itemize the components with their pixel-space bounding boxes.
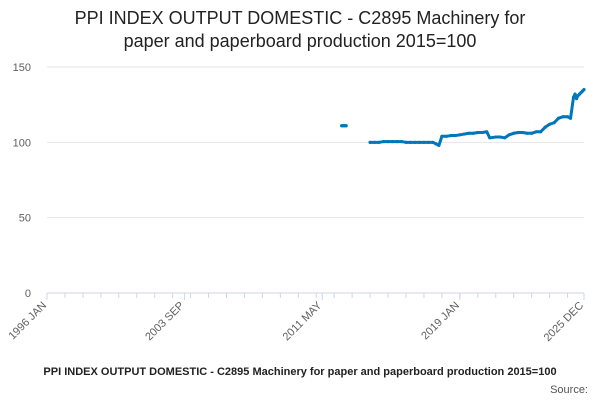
data-point[interactable] (458, 133, 462, 137)
x-tick-label: 2019 JAN (419, 300, 462, 343)
data-point[interactable] (503, 136, 507, 140)
data-point[interactable] (462, 132, 466, 136)
data-point[interactable] (507, 133, 511, 137)
data-point[interactable] (494, 135, 498, 139)
data-point[interactable] (530, 131, 534, 135)
data-point[interactable] (582, 88, 586, 92)
chart-title-line-1: PPI INDEX OUTPUT DOMESTIC - C2895 Machin… (75, 8, 526, 28)
data-point[interactable] (377, 140, 381, 144)
data-point[interactable] (437, 143, 441, 147)
data-point[interactable] (571, 95, 576, 99)
data-point[interactable] (399, 139, 404, 144)
data-point[interactable] (368, 140, 372, 144)
data-point[interactable] (431, 140, 435, 144)
data-point[interactable] (453, 133, 457, 138)
data-point[interactable] (440, 134, 444, 138)
data-point[interactable] (471, 131, 475, 135)
series-line[interactable] (368, 88, 586, 147)
data-point[interactable] (476, 130, 480, 135)
data-point[interactable] (485, 130, 489, 134)
series-layer (340, 88, 586, 147)
data-point[interactable] (568, 116, 573, 120)
data-point[interactable] (488, 136, 492, 140)
y-tick-label: 50 (19, 213, 31, 225)
data-point[interactable] (525, 131, 529, 135)
data-point[interactable] (534, 130, 538, 134)
data-point[interactable] (390, 139, 395, 144)
x-axis: 1996 JAN 2003 SEP 2011 MAY 2019 JAN 2025 DEC (6, 292, 586, 344)
gridlines (47, 66, 584, 219)
x-tick-label: 2003 SEP (143, 300, 187, 344)
x-tick-label: 2025 DEC (542, 300, 586, 344)
data-point[interactable] (574, 97, 579, 101)
data-point[interactable] (408, 140, 413, 144)
data-point[interactable] (561, 115, 565, 119)
y-axis: 0 50 100 150 (13, 62, 31, 300)
data-point[interactable] (434, 142, 438, 146)
y-tick-label: 150 (13, 62, 31, 74)
data-point[interactable] (444, 134, 448, 138)
data-point[interactable] (413, 140, 417, 144)
y-tick-label: 0 (25, 288, 31, 300)
data-point[interactable] (521, 130, 525, 135)
data-point[interactable] (381, 139, 386, 144)
y-tick-label: 100 (13, 137, 31, 149)
x-tick-label: 2011 MAY (281, 299, 325, 343)
data-point[interactable] (552, 121, 556, 125)
legend-item-label[interactable]: PPI INDEX OUTPUT DOMESTIC - C2895 Machin… (43, 366, 556, 378)
data-point[interactable] (344, 124, 348, 128)
chart-title-line-2: paper and paperboard production 2015=100 (124, 31, 477, 51)
data-point[interactable] (449, 133, 453, 138)
data-point[interactable] (422, 140, 426, 144)
data-point[interactable] (480, 130, 484, 135)
data-point[interactable] (539, 130, 543, 134)
data-point[interactable] (404, 140, 408, 144)
chart-title: PPI INDEX OUTPUT DOMESTIC - C2895 Machin… (75, 8, 526, 51)
data-point[interactable] (498, 135, 502, 139)
data-point[interactable] (556, 116, 561, 120)
data-point[interactable] (516, 130, 520, 135)
source-label: Source: (550, 384, 588, 396)
data-point[interactable] (417, 140, 422, 144)
data-point[interactable] (426, 140, 431, 144)
data-point[interactable] (386, 139, 390, 144)
legend[interactable]: PPI INDEX OUTPUT DOMESTIC - C2895 Machin… (43, 366, 556, 378)
data-point[interactable] (512, 131, 516, 135)
data-point[interactable] (565, 115, 570, 119)
data-point[interactable] (543, 125, 547, 129)
data-point[interactable] (395, 139, 399, 144)
data-point[interactable] (548, 122, 552, 126)
data-point[interactable] (372, 140, 377, 144)
data-point[interactable] (467, 131, 471, 135)
x-tick-label: 1996 JAN (6, 300, 49, 343)
data-point[interactable] (573, 92, 577, 96)
